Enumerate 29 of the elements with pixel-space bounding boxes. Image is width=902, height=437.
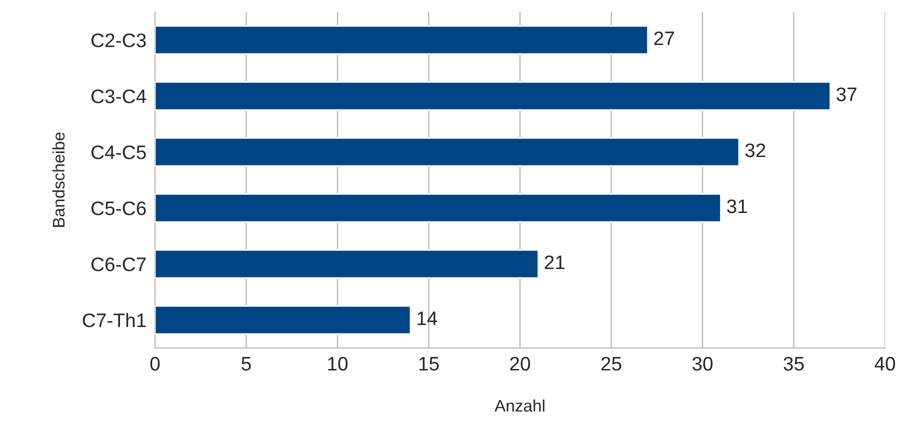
bar bbox=[155, 249, 539, 279]
x-tick-label: 0 bbox=[150, 356, 160, 371]
x-tick-label: 40 bbox=[874, 356, 896, 371]
y-tick-label: C5-C6 bbox=[91, 201, 146, 216]
data-label: 32 bbox=[745, 143, 766, 158]
bar bbox=[155, 305, 412, 335]
data-label: 31 bbox=[727, 199, 747, 214]
x-tick-label: 15 bbox=[419, 357, 439, 371]
x-tick-label: 35 bbox=[784, 356, 804, 371]
x-tick-label: 25 bbox=[601, 356, 622, 371]
y-tick-label: C2-C3 bbox=[91, 33, 146, 48]
data-label: 27 bbox=[654, 31, 674, 46]
bar bbox=[155, 193, 722, 223]
data-label: 14 bbox=[418, 312, 438, 326]
bar bbox=[155, 137, 740, 167]
x-tick-label: 30 bbox=[692, 356, 713, 371]
x-tick-label: 5 bbox=[242, 357, 251, 371]
bar bbox=[155, 25, 648, 55]
data-label: 37 bbox=[836, 87, 856, 102]
x-tick-label: 10 bbox=[328, 356, 348, 371]
x-tick-label: 20 bbox=[510, 356, 530, 371]
data-label: 21 bbox=[544, 255, 564, 270]
x-axis-title: Anzahl bbox=[494, 399, 544, 412]
y-tick-label: C7-Th1 bbox=[82, 312, 146, 328]
y-tick-label: C3-C4 bbox=[91, 89, 146, 104]
bar bbox=[155, 81, 831, 111]
y-tick-label: C4-C5 bbox=[91, 145, 146, 160]
y-axis-title: Bandscheibe bbox=[52, 132, 65, 227]
y-tick-label: C6-C7 bbox=[91, 257, 146, 272]
